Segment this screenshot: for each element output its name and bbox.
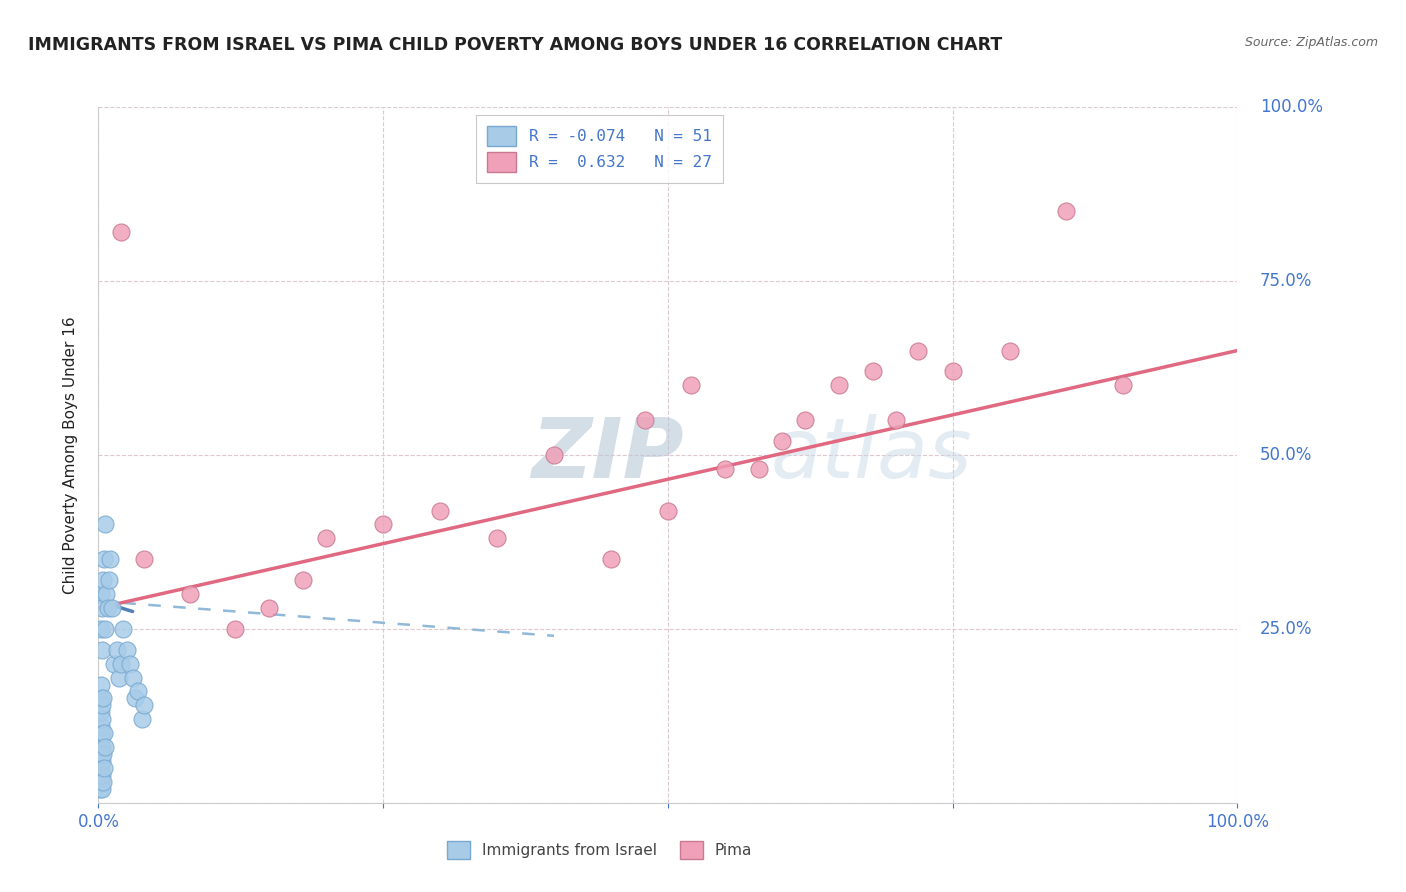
Point xyxy=(1054,204,1078,219)
Text: Source: ZipAtlas.com: Source: ZipAtlas.com xyxy=(1244,36,1378,49)
Point xyxy=(112,622,135,636)
Point xyxy=(110,657,132,671)
Text: 50.0%: 50.0% xyxy=(1260,446,1312,464)
Text: 75.0%: 75.0% xyxy=(1260,272,1312,290)
Point xyxy=(90,622,112,636)
Point xyxy=(90,768,112,782)
Point xyxy=(105,642,128,657)
Point xyxy=(862,364,884,378)
Point xyxy=(124,691,146,706)
Text: ZIP: ZIP xyxy=(531,415,683,495)
Point xyxy=(657,503,679,517)
Point xyxy=(89,740,111,755)
Point xyxy=(89,754,111,768)
Point xyxy=(770,434,793,448)
Text: 25.0%: 25.0% xyxy=(1260,620,1313,638)
Point xyxy=(103,657,125,671)
Point xyxy=(94,622,117,636)
Point xyxy=(90,642,112,657)
Point xyxy=(90,726,112,740)
Point xyxy=(486,532,509,546)
Point xyxy=(179,587,201,601)
Point xyxy=(127,684,149,698)
Point xyxy=(132,698,155,713)
Point xyxy=(94,740,117,755)
Point xyxy=(90,781,112,796)
Point xyxy=(998,343,1021,358)
Point xyxy=(89,726,111,740)
Point xyxy=(907,343,929,358)
Point xyxy=(90,587,112,601)
Point xyxy=(121,671,143,685)
Point xyxy=(90,747,112,761)
Point xyxy=(224,622,246,636)
Point xyxy=(110,225,132,239)
Point xyxy=(884,413,907,427)
Point xyxy=(90,733,112,747)
Point xyxy=(90,601,112,615)
Point xyxy=(115,642,138,657)
Text: IMMIGRANTS FROM ISRAEL VS PIMA CHILD POVERTY AMONG BOYS UNDER 16 CORRELATION CHA: IMMIGRANTS FROM ISRAEL VS PIMA CHILD POV… xyxy=(28,36,1002,54)
Point xyxy=(89,781,111,796)
Point xyxy=(90,775,112,789)
Point xyxy=(120,657,142,671)
Text: 100.0%: 100.0% xyxy=(1260,98,1323,116)
Point xyxy=(96,601,118,615)
Point xyxy=(90,698,112,713)
Point xyxy=(90,712,112,726)
Point xyxy=(90,761,112,775)
Point xyxy=(90,719,112,733)
Legend: Immigrants from Israel, Pima: Immigrants from Israel, Pima xyxy=(440,835,758,864)
Point xyxy=(315,532,337,546)
Point xyxy=(793,413,815,427)
Point xyxy=(714,462,737,476)
Point xyxy=(98,552,121,566)
Point xyxy=(90,691,112,706)
Point xyxy=(543,448,565,462)
Point xyxy=(679,378,702,392)
Point xyxy=(97,573,120,587)
Text: atlas: atlas xyxy=(770,415,972,495)
Point xyxy=(259,601,281,615)
Point xyxy=(93,726,115,740)
Point xyxy=(93,552,115,566)
Point xyxy=(91,691,114,706)
Point xyxy=(292,573,315,587)
Point xyxy=(828,378,851,392)
Point xyxy=(748,462,770,476)
Point xyxy=(90,740,112,755)
Point xyxy=(94,517,117,532)
Point xyxy=(371,517,394,532)
Point xyxy=(91,747,114,761)
Point xyxy=(634,413,657,427)
Point xyxy=(131,712,153,726)
Point xyxy=(90,706,112,720)
Point xyxy=(600,552,623,566)
Point xyxy=(90,754,112,768)
Point xyxy=(108,671,131,685)
Point xyxy=(429,503,451,517)
Point xyxy=(942,364,965,378)
Y-axis label: Child Poverty Among Boys Under 16: Child Poverty Among Boys Under 16 xyxy=(63,316,77,594)
Point xyxy=(132,552,155,566)
Point xyxy=(1112,378,1135,392)
Point xyxy=(96,587,118,601)
Point xyxy=(91,573,114,587)
Point xyxy=(90,677,112,691)
Point xyxy=(93,761,115,775)
Point xyxy=(89,768,111,782)
Point xyxy=(91,775,114,789)
Point xyxy=(101,601,124,615)
